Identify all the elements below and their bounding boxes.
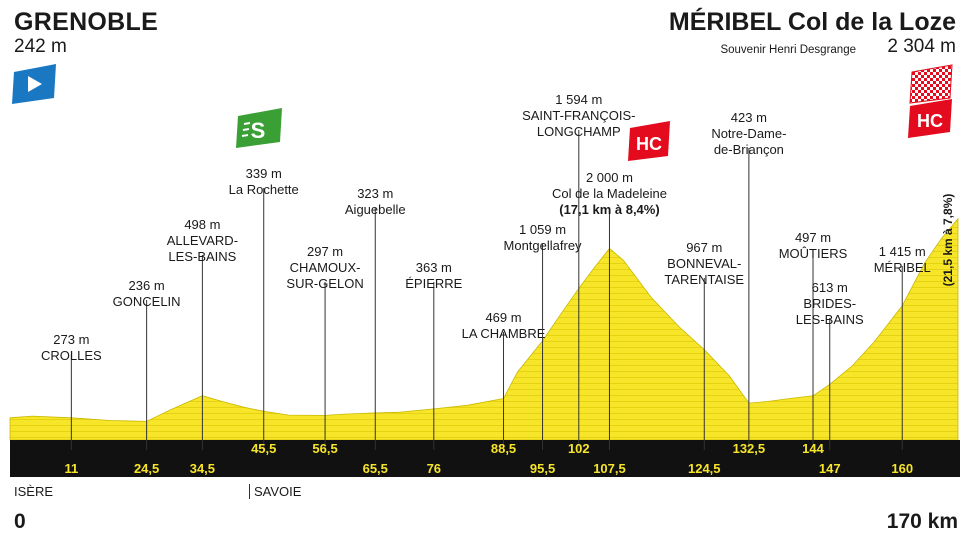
waypoint-altitude: 273 m (53, 332, 89, 347)
start-flag-icon (12, 64, 56, 104)
waypoint-km-label: 56,5 (312, 441, 337, 456)
waypoint-name: LONGCHAMP (537, 124, 621, 139)
waypoint-name: CROLLES (41, 348, 102, 363)
waypoint-km-label: 144 (802, 441, 824, 456)
souvenir-label: Souvenir Henri Desgrange (720, 44, 856, 56)
waypoint-altitude: 297 m (307, 244, 343, 259)
waypoint-km-label: 34,5 (190, 461, 215, 476)
region-isere: ISÈRE (14, 484, 54, 499)
waypoint-name: ÉPIERRE (405, 276, 462, 291)
waypoint-altitude: 339 m (246, 166, 282, 181)
waypoint-altitude: 1 594 m (555, 92, 602, 107)
finish-checkered-icon (909, 64, 953, 104)
waypoint-name: CHAMOUX- (290, 260, 361, 275)
waypoint-name: BRIDES- (803, 296, 856, 311)
waypoint-altitude: 236 m (129, 278, 165, 293)
waypoint-km-label: 147 (819, 461, 841, 476)
waypoint-km-label: 132,5 (733, 441, 766, 456)
waypoint-name: LES-BAINS (796, 312, 864, 327)
waypoint-climb-stats: (17,1 km à 8,4%) (559, 202, 659, 217)
waypoint-altitude: 423 m (731, 110, 767, 125)
waypoint-km-label: 11 (64, 461, 78, 476)
waypoint-name: de-Briançon (714, 142, 784, 157)
finish-city: MÉRIBEL Col de la Loze (668, 8, 956, 36)
waypoint-km-label: 124,5 (688, 461, 721, 476)
waypoint-km-label: 65,5 (363, 461, 388, 476)
waypoint-km-label: 76 (427, 461, 441, 476)
waypoint-name: LES-BAINS (168, 249, 236, 264)
sprint-icon: S (236, 108, 282, 148)
start-city: GRENOBLE (14, 8, 159, 36)
waypoint-name: MOÛTIERS (779, 246, 848, 261)
waypoint-altitude: 498 m (184, 217, 220, 232)
waypoint-altitude: 363 m (416, 260, 452, 275)
finish-hc-icon: HC (908, 99, 952, 138)
waypoint-name: Col de la Madeleine (552, 186, 667, 201)
waypoint-km-label: 88,5 (491, 441, 516, 456)
climb-hc-icon: HC (628, 121, 670, 161)
waypoint-altitude: 1 415 m (879, 244, 926, 259)
svg-text:HC: HC (636, 134, 662, 154)
waypoint-km-label: 95,5 (530, 461, 555, 476)
waypoint-altitude: 497 m (795, 230, 831, 245)
waypoint-name: SAINT-FRANÇOIS- (522, 108, 635, 123)
waypoint-name: GONCELIN (113, 294, 181, 309)
waypoint-altitude: 2 000 m (586, 170, 633, 185)
km-end-label: 170 km (886, 510, 958, 533)
waypoint-km-label: 160 (891, 461, 913, 476)
waypoint-km-label: 107,5 (593, 461, 626, 476)
km-bar (10, 440, 960, 477)
waypoint-name: Aiguebelle (345, 202, 406, 217)
waypoint-km-label: 45,5 (251, 441, 276, 456)
waypoint-altitude: 967 m (686, 240, 722, 255)
waypoint-name: BONNEVAL- (667, 256, 741, 271)
svg-text:S: S (251, 118, 266, 143)
waypoint-name: Notre-Dame- (711, 126, 786, 141)
waypoint-name: LA CHAMBRE (462, 326, 546, 341)
waypoint-name: ALLEVARD- (167, 233, 238, 248)
svg-text:HC: HC (917, 111, 943, 131)
waypoint-name: MÉRIBEL (874, 260, 931, 275)
km-start-label: 0 (14, 510, 26, 533)
waypoint-altitude: 1 059 m (519, 222, 566, 237)
waypoint-name: Montgellafrey (504, 238, 583, 253)
waypoint-altitude: 613 m (812, 280, 848, 295)
waypoint-km-label: 102 (568, 441, 590, 456)
waypoint-name: SUR-GELON (286, 276, 363, 291)
waypoint-altitude: 323 m (357, 186, 393, 201)
waypoint-km-label: 24,5 (134, 461, 159, 476)
waypoint-name: La Rochette (229, 182, 299, 197)
finish-altitude: 2 304 m (887, 36, 956, 57)
start-altitude: 242 m (14, 36, 67, 57)
region-savoie: SAVOIE (249, 484, 301, 499)
waypoint-altitude: 469 m (485, 310, 521, 325)
waypoint-name: TARENTAISE (664, 272, 744, 287)
final-climb-note: (21,5 km à 7,8%) (941, 194, 955, 287)
